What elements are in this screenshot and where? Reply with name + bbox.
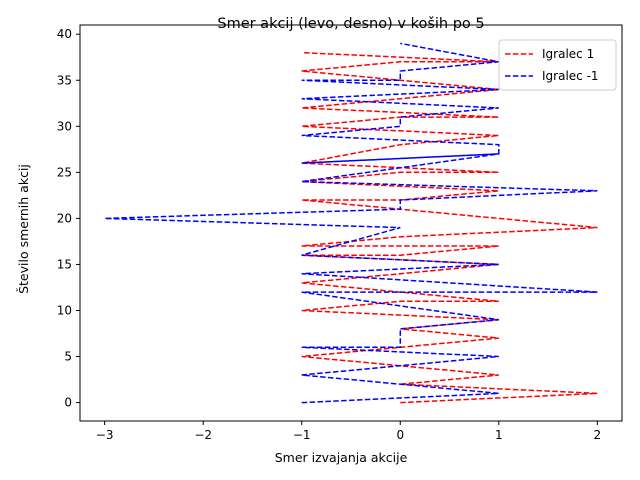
y-axis-label: Število smernih akcij xyxy=(16,164,31,294)
legend-label-igralec-1: Igralec 1 xyxy=(542,47,594,61)
chart-title: Smer akcij (levo, desno) v koših po 5 xyxy=(217,16,484,32)
x-tick-label: 2 xyxy=(594,428,602,442)
y-axis-ticks: 0 5 10 15 20 25 30 35 40 xyxy=(57,27,80,410)
series-line-igralec-1 xyxy=(301,51,598,404)
y-tick-label: 15 xyxy=(57,257,72,271)
y-tick-label: 40 xyxy=(57,27,72,41)
legend-box xyxy=(498,39,617,91)
x-axis-label: Smer izvajanja akcije xyxy=(275,450,408,465)
x-tick-label: −2 xyxy=(194,428,212,442)
y-tick-label: 25 xyxy=(57,165,72,179)
plot-area xyxy=(80,25,622,421)
y-tick-label: 10 xyxy=(57,303,72,317)
y-tick-label: 30 xyxy=(57,119,72,133)
x-tick-label: 0 xyxy=(396,428,404,442)
x-tick-label: −3 xyxy=(96,428,114,442)
legend-label-igralec-minus-1: Igralec -1 xyxy=(542,69,599,83)
y-tick-label: 0 xyxy=(64,396,72,410)
y-tick-label: 5 xyxy=(64,350,72,364)
y-tick-label: 35 xyxy=(57,73,72,87)
x-axis-ticks: −3 −2 −1 0 1 2 xyxy=(96,421,601,442)
legend: Igralec 1 Igralec -1 xyxy=(498,39,617,91)
y-tick-label: 20 xyxy=(57,211,72,225)
x-tick-label: −1 xyxy=(293,428,311,442)
plot-border xyxy=(79,24,623,422)
series-layer xyxy=(104,42,598,404)
x-tick-label: 1 xyxy=(495,428,503,442)
